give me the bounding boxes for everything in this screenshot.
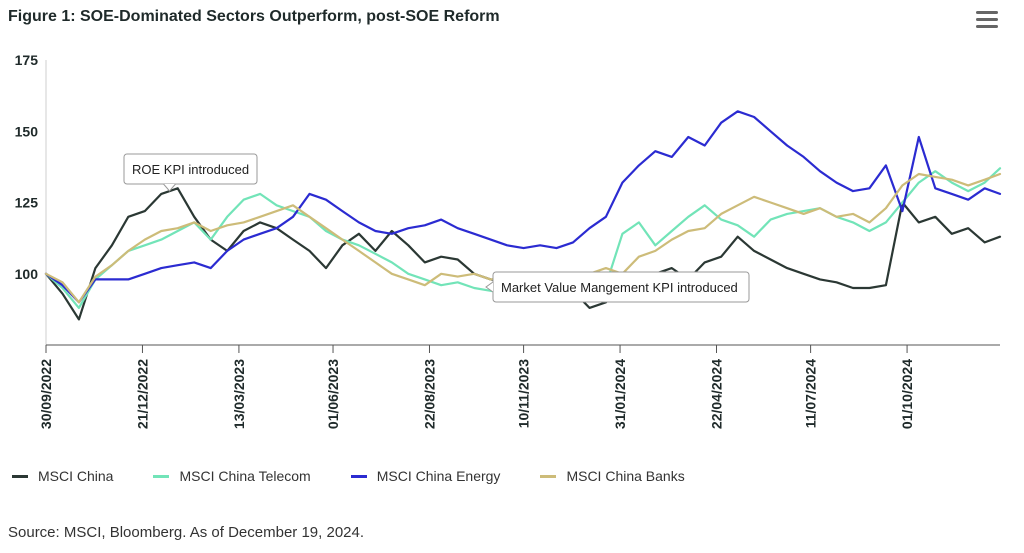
x-tick-label: 30/09/2022 (38, 359, 54, 429)
legend-swatch (12, 474, 28, 478)
x-tick-label: 22/04/2024 (709, 359, 725, 429)
y-tick-label: 125 (15, 195, 39, 211)
legend-label: MSCI China Energy (376, 468, 501, 484)
legend-swatch (540, 474, 557, 478)
x-tick-label: 13/03/2023 (231, 359, 247, 429)
y-tick-label: 100 (15, 266, 39, 282)
hamburger-menu-icon[interactable] (976, 11, 998, 29)
legend-label: MSCI China Banks (566, 468, 685, 484)
line-chart: 100 125 150 175 30/09/2022 21/12/2022 13/03/20… (15, 52, 1002, 429)
x-tick-label: 01/06/2023 (325, 359, 341, 429)
annotation-pointer (485, 281, 494, 293)
legend-label: MSCI China Telecom (179, 468, 311, 484)
legend-item[interactable]: MSCI China (12, 468, 113, 484)
source-note: Source: MSCI, Bloomberg. As of December … (8, 524, 365, 541)
x-tick-label: 21/12/2022 (134, 359, 150, 429)
menu-bar (976, 25, 998, 28)
x-tick-label: 11/07/2024 (803, 359, 819, 429)
legend-item[interactable]: MSCI China Energy (350, 468, 501, 484)
legend-swatch (153, 474, 170, 478)
menu-bar (976, 11, 998, 14)
annotation-callout: ROE KPI introduced (123, 153, 258, 192)
chart-title: Figure 1: SOE-Dominated Sectors Outperfo… (8, 8, 500, 25)
annotation-box (123, 153, 258, 185)
y-tick-label: 150 (15, 123, 39, 139)
x-tick-label: 22/08/2023 (421, 359, 437, 429)
legend-item[interactable]: MSCI China Telecom (153, 468, 311, 484)
legend-item[interactable]: MSCI China Banks (540, 468, 685, 484)
annotation-label: ROE KPI introduced (132, 162, 249, 177)
menu-bar (976, 18, 998, 21)
chart-legend: MSCI China MSCI China Telecom MSCI China E… (12, 468, 725, 484)
series-line (44, 110, 1002, 304)
annotation-callout: Market Value Mangement KPI introduced (485, 271, 750, 303)
legend-swatch (350, 474, 367, 478)
y-tick-label: 175 (15, 52, 39, 68)
x-tick-label: 01/10/2024 (899, 359, 915, 429)
x-tick-label: 10/11/2023 (516, 359, 532, 429)
legend-label: MSCI China (38, 468, 114, 484)
annotation-pointer (163, 183, 176, 192)
x-tick-label: 31/01/2024 (612, 359, 628, 429)
annotation-label: Market Value Mangement KPI introduced (501, 280, 738, 295)
